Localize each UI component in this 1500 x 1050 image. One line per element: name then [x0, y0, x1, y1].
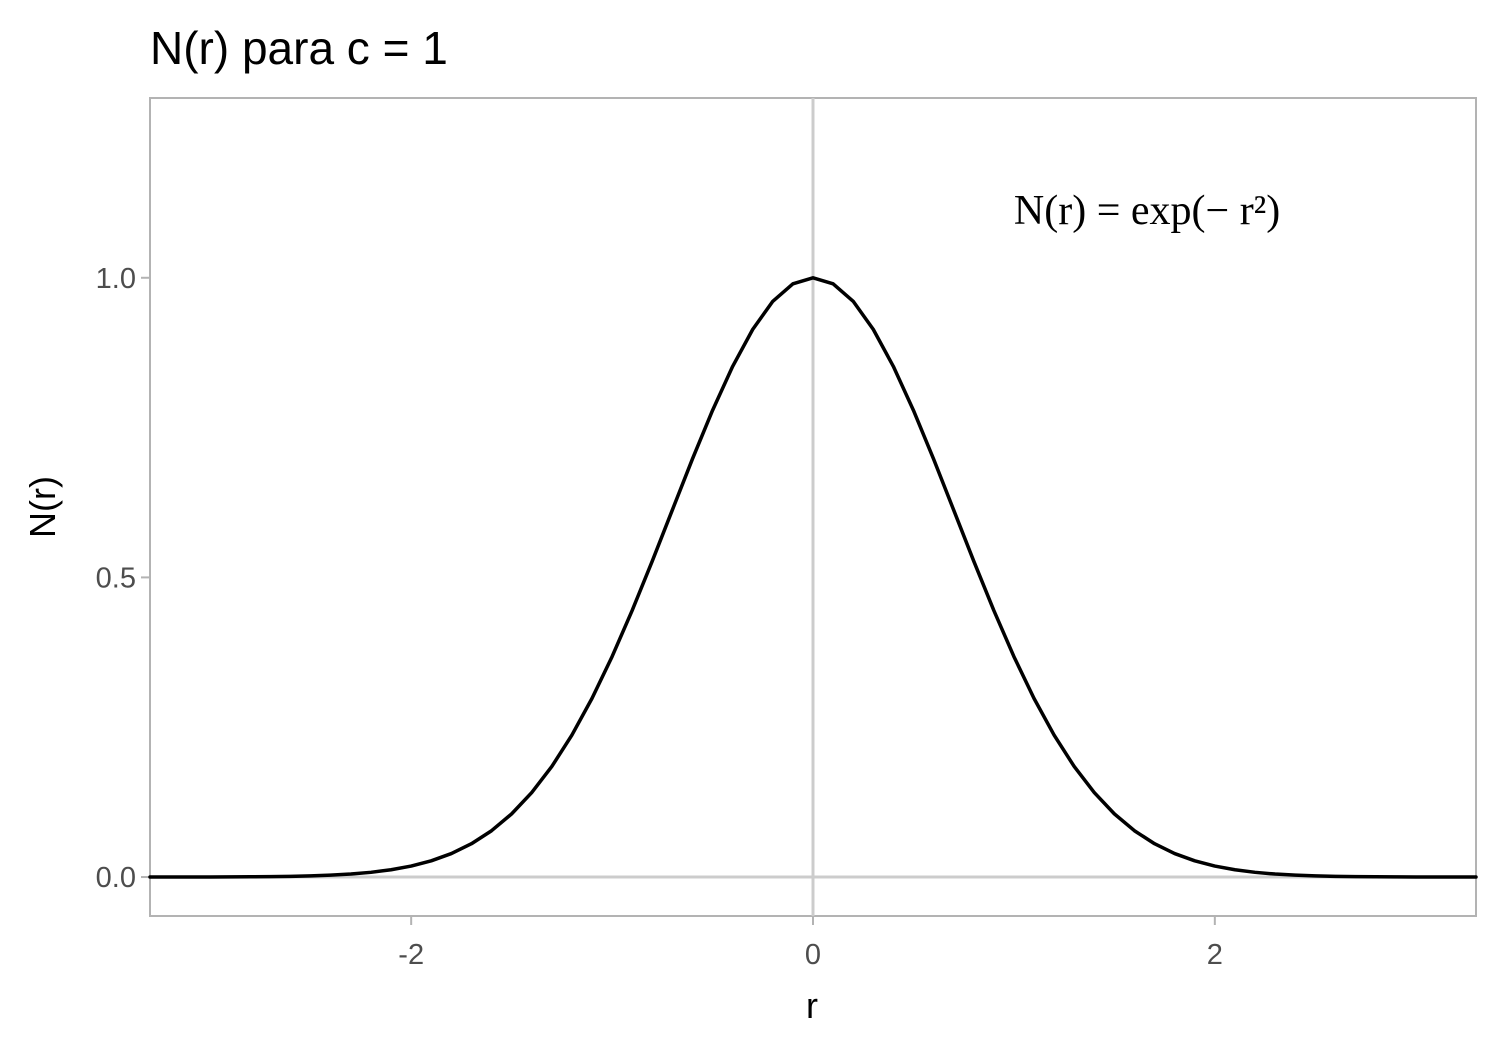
plot-area: 0.0 0.5 1.0 -2 0 2 N(r) = exp(− r²)	[96, 97, 1478, 971]
x-tick-label: 2	[1207, 939, 1223, 971]
annotation-text: N(r) = exp(− r²)	[1014, 188, 1280, 234]
x-tick-label: -2	[398, 939, 424, 971]
chart-title: N(r) para c = 1	[150, 22, 448, 74]
y-tick-label: 0.0	[96, 862, 136, 894]
series-line	[148, 276, 1478, 879]
y-tick-label: 0.5	[96, 562, 136, 594]
y-axis-title: N(r)	[22, 476, 63, 538]
x-axis-title: r	[806, 985, 818, 1026]
x-tick-label: 0	[805, 939, 821, 971]
y-tick-label: 1.0	[96, 263, 136, 295]
